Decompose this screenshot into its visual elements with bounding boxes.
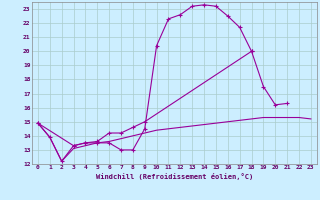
- X-axis label: Windchill (Refroidissement éolien,°C): Windchill (Refroidissement éolien,°C): [96, 173, 253, 180]
